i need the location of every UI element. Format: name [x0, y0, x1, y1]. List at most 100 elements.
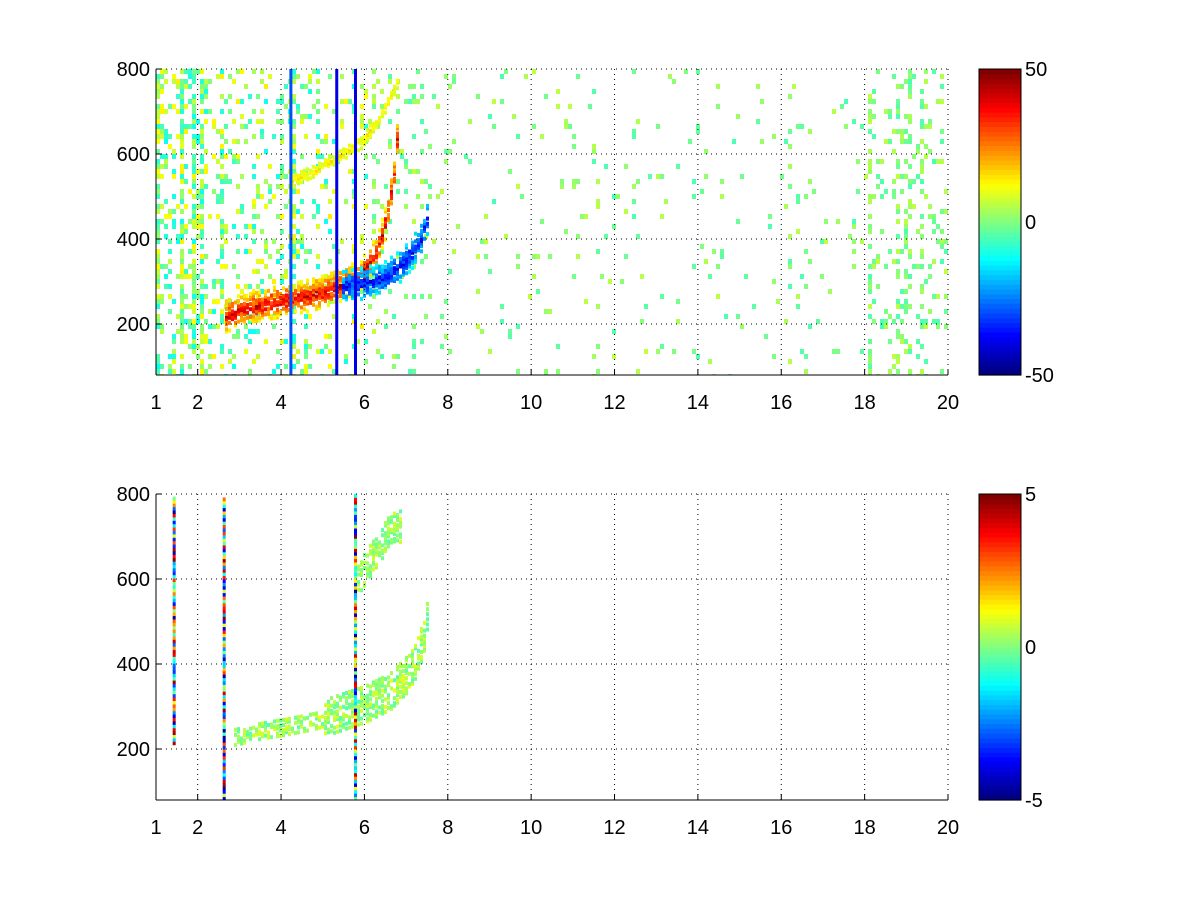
- heatmap-cell: [544, 369, 548, 374]
- heatmap-cell: [280, 274, 284, 279]
- vertical-streak-segment: [222, 779, 226, 784]
- heatmap-cell: [184, 179, 188, 184]
- heatmap-cell: [260, 119, 264, 124]
- heatmap-cell: [444, 159, 448, 164]
- heatmap-cell: [390, 93, 393, 98]
- heatmap-cell: [180, 364, 184, 369]
- heatmap-cell: [228, 297, 231, 302]
- heatmap-cell: [291, 297, 294, 302]
- heatmap-cell: [387, 534, 390, 539]
- heatmap-cell: [280, 254, 284, 259]
- heatmap-cell: [306, 299, 309, 303]
- heatmap-cell: [892, 179, 896, 184]
- heatmap-cell: [339, 294, 342, 298]
- heatmap-cell: [468, 159, 472, 164]
- heatmap-cell: [375, 255, 378, 260]
- heatmap-cell: [184, 124, 188, 129]
- vertical-streak-segment: [172, 635, 176, 640]
- heatmap-cell: [156, 274, 160, 279]
- vertical-streak-segment: [172, 615, 176, 620]
- heatmap-cell: [548, 309, 552, 314]
- heatmap-cell: [351, 691, 354, 696]
- heatmap-cell: [243, 296, 246, 301]
- heatmap-cell: [357, 564, 360, 569]
- heatmap-cell: [188, 84, 192, 89]
- heatmap-cell: [832, 349, 836, 354]
- heatmap-cell: [279, 728, 282, 733]
- heatmap-cell: [408, 249, 411, 254]
- heatmap-cell: [387, 531, 390, 536]
- heatmap-cell: [192, 209, 196, 214]
- heatmap-cell: [656, 174, 660, 179]
- heatmap-cell: [255, 301, 258, 306]
- x-tick-label: 4: [275, 817, 286, 839]
- heatmap-cell: [243, 306, 246, 311]
- heatmap-cell: [192, 239, 196, 244]
- vertical-streak-segment: [222, 511, 226, 515]
- heatmap-cell: [357, 272, 360, 276]
- heatmap-cell: [414, 643, 417, 648]
- colorbar-step: [979, 202, 1021, 209]
- heatmap-cell: [381, 279, 384, 284]
- heatmap-cell: [888, 339, 892, 344]
- heatmap-cell: [414, 666, 417, 671]
- heatmap-cell: [312, 712, 315, 717]
- y-tick-label: 800: [117, 59, 150, 81]
- heatmap-cell: [378, 285, 381, 290]
- heatmap-cell: [384, 105, 387, 110]
- heatmap-cell: [246, 305, 249, 310]
- heatmap-cell: [399, 522, 402, 527]
- heatmap-cell: [399, 517, 402, 522]
- vertical-streak-segment: [222, 534, 226, 539]
- heatmap-cell: [324, 723, 327, 728]
- heatmap-cell: [872, 259, 876, 264]
- heatmap-cell: [309, 293, 312, 298]
- heatmap-cell: [312, 287, 315, 292]
- heatmap-cell: [306, 281, 309, 286]
- heatmap-cell: [200, 369, 204, 374]
- heatmap-cell: [920, 324, 924, 329]
- heatmap-cell: [716, 84, 720, 89]
- heatmap-cell: [393, 678, 396, 683]
- colorbar-step: [979, 351, 1021, 357]
- heatmap-cell: [300, 714, 303, 719]
- heatmap-cell: [330, 294, 333, 299]
- heatmap-cell: [258, 732, 261, 737]
- heatmap-cell: [351, 283, 354, 288]
- heatmap-cell: [576, 234, 580, 239]
- heatmap-cell: [327, 295, 330, 300]
- heatmap-cell: [780, 174, 784, 179]
- heatmap-cell: [336, 694, 339, 699]
- heatmap-cell: [236, 274, 240, 279]
- heatmap-cell: [381, 548, 384, 553]
- heatmap-cell: [240, 69, 244, 74]
- heatmap-cell: [387, 706, 390, 710]
- heatmap-cell: [932, 69, 936, 74]
- heatmap-cell: [345, 269, 348, 274]
- heatmap-cell: [339, 718, 342, 723]
- heatmap-cell: [252, 109, 256, 114]
- vertical-streak-segment: [222, 704, 226, 709]
- heatmap-cell: [294, 296, 297, 301]
- heatmap-cell: [220, 134, 224, 139]
- heatmap-cell: [300, 214, 304, 219]
- heatmap-cell: [304, 324, 308, 329]
- colorbar-step: [979, 370, 1021, 376]
- vertical-streak-segment: [354, 742, 357, 747]
- heatmap-cell: [228, 313, 231, 318]
- heatmap-cell: [387, 265, 390, 270]
- heatmap-cell: [381, 282, 384, 287]
- heatmap-cell: [276, 174, 280, 179]
- heatmap-cell: [176, 134, 180, 139]
- heatmap-cell: [412, 339, 416, 344]
- heatmap-cell: [864, 174, 868, 179]
- heatmap-cell: [384, 549, 387, 554]
- heatmap-cell: [237, 739, 240, 744]
- heatmap-cell: [700, 189, 704, 194]
- heatmap-cell: [868, 119, 872, 124]
- heatmap-cell: [426, 224, 429, 229]
- heatmap-cell: [321, 277, 324, 282]
- heatmap-cell: [240, 303, 243, 307]
- heatmap-cell: [396, 266, 399, 271]
- heatmap-cell: [160, 204, 164, 209]
